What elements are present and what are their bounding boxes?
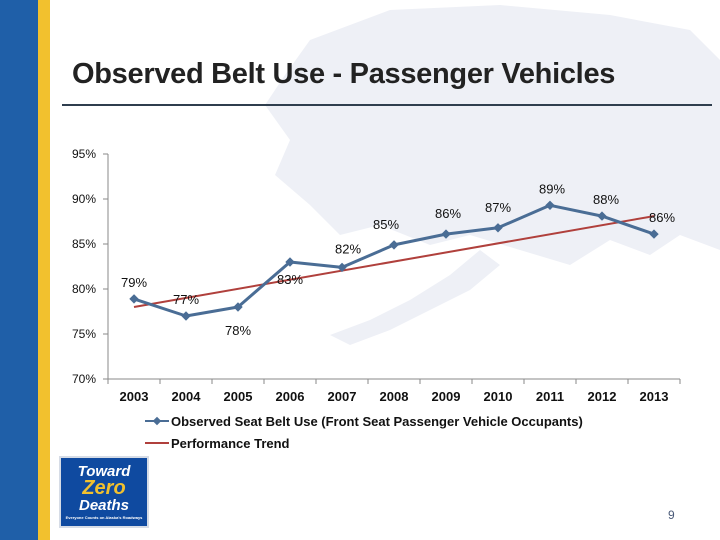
data-point-2004 [181, 311, 191, 321]
y-tick-label: 90% [72, 192, 96, 206]
x-tick-label: 2013 [640, 389, 669, 404]
data-label-2007: 82% [335, 241, 361, 256]
data-point-2013 [649, 229, 659, 239]
data-point-2007 [337, 262, 347, 273]
logo-text-zero: Zero [82, 477, 126, 499]
data-point-2010 [493, 223, 503, 233]
logo-tagline: Everyone Counts on Alaska's Roadways [65, 515, 143, 520]
legend-item-observed: Observed Seat Belt Use (Front Seat Passe… [145, 410, 583, 432]
x-tick-label: 2005 [224, 389, 253, 404]
y-tick-label: 95% [72, 147, 96, 161]
data-label-2013: 86% [649, 210, 675, 225]
y-tick-label: 75% [72, 327, 96, 341]
trend-line [133, 215, 655, 308]
x-tick-label: 2012 [588, 389, 617, 404]
x-tick-label: 2011 [536, 389, 564, 404]
legend-label-trend: Performance Trend [171, 435, 290, 451]
legend-key-trend [145, 437, 169, 449]
data-label-2003: 79% [121, 275, 147, 290]
x-tick-label: 2009 [432, 389, 461, 404]
logo-text-deaths: Deaths [78, 497, 130, 514]
left-gold-stripe [38, 0, 50, 540]
data-label-2006: 83% [277, 272, 303, 287]
left-blue-stripe [0, 0, 38, 540]
alaska-map-watermark [265, 5, 720, 345]
y-tick-label: 80% [72, 282, 96, 296]
y-tick-label: 70% [72, 372, 96, 386]
y-tick-label: 85% [72, 237, 96, 251]
chart-legend: Observed Seat Belt Use (Front Seat Passe… [145, 410, 583, 454]
data-label-2004: 77% [173, 292, 199, 307]
data-point-2009 [441, 229, 451, 239]
data-point-2012 [597, 211, 607, 221]
data-label-2008: 85% [373, 217, 399, 232]
x-tick-label: 2008 [380, 389, 409, 404]
data-point-2003 [129, 294, 139, 304]
data-point-2005 [233, 302, 243, 312]
data-label-2009: 86% [435, 206, 461, 221]
data-label-2010: 87% [485, 200, 511, 215]
data-point-2006 [285, 257, 295, 267]
data-point-2008 [389, 240, 399, 250]
x-tick-label: 2004 [172, 389, 202, 404]
page-title: Observed Belt Use - Passenger Vehicles [72, 58, 616, 90]
data-label-2005: 78% [225, 323, 251, 338]
toward-zero-deaths-logo: Toward Zero Deaths Everyone Counts on Al… [59, 456, 149, 528]
title-underline [62, 104, 712, 106]
data-label-2011: 89% [539, 181, 565, 196]
legend-key-observed [145, 415, 169, 427]
x-tick-label: 2007 [328, 389, 357, 404]
logo-text-toward: Toward [77, 463, 131, 480]
x-tick-label: 2010 [484, 389, 513, 404]
legend-label-observed: Observed Seat Belt Use (Front Seat Passe… [171, 413, 583, 429]
data-label-2012: 88% [593, 192, 619, 207]
data-point-2011 [545, 200, 555, 211]
page-number: 9 [668, 508, 675, 522]
legend-item-trend: Performance Trend [145, 432, 583, 454]
x-tick-label: 2006 [276, 389, 305, 404]
x-tick-label: 2003 [120, 389, 149, 404]
